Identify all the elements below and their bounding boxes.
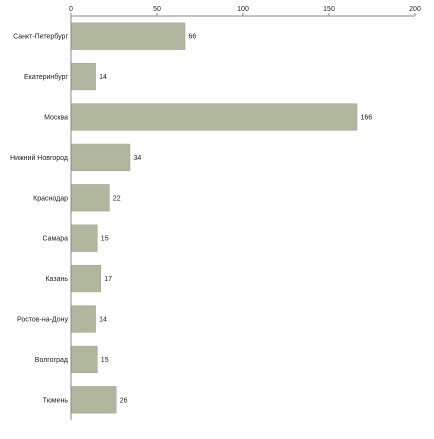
bar-value-label: 66	[189, 34, 197, 41]
category-label: Волгоград	[35, 357, 68, 364]
bar-value-label: 22	[113, 195, 121, 202]
category-label: Ростов-на-Дону	[17, 317, 68, 324]
x-tick-label: 100	[237, 6, 249, 13]
category-label: Нижний Новгород	[10, 154, 68, 162]
category-label: Москва	[44, 115, 68, 122]
category-label: Самара	[42, 236, 68, 243]
axis-layer: 0 50 100 150 200	[69, 6, 421, 420]
category-label: Санкт-Петербург	[13, 33, 68, 41]
bar	[71, 63, 96, 91]
bar	[71, 224, 98, 252]
bar	[71, 22, 186, 50]
bar	[71, 386, 117, 414]
bar-value-label: 17	[104, 276, 112, 283]
bar	[71, 265, 101, 293]
bar-value-label: 34	[133, 155, 141, 162]
bars-layer	[71, 22, 358, 414]
category-label: Краснодар	[33, 195, 68, 202]
category-label: Тюмень	[43, 397, 69, 404]
category-label: Казань	[45, 276, 68, 283]
category-label: Екатеринбург	[24, 73, 68, 81]
bar-value-label: 166	[361, 115, 373, 122]
bar-value-label: 26	[120, 397, 128, 404]
bar	[71, 184, 110, 212]
bar-value-label: 14	[99, 74, 107, 81]
bar	[71, 103, 358, 131]
bar	[71, 345, 98, 373]
bar	[71, 143, 131, 171]
bar-value-label: 14	[99, 317, 107, 324]
labels-layer: Санкт-Петербург 66 Екатеринбург 14 Москва 166…	[10, 33, 372, 405]
x-tick-label: 200	[409, 6, 421, 13]
bar-value-label: 15	[101, 236, 109, 243]
bar-value-label: 15	[101, 357, 109, 364]
bar	[71, 305, 96, 333]
x-tick-label: 150	[323, 6, 335, 13]
x-tick-label: 0	[69, 6, 73, 13]
x-tick-label: 50	[153, 6, 161, 13]
